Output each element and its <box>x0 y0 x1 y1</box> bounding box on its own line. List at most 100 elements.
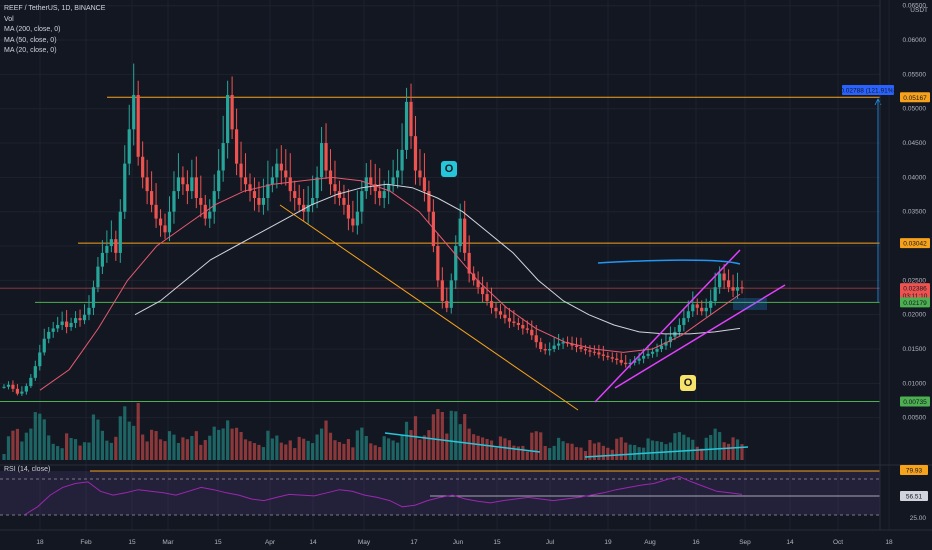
candle-body <box>713 287 717 301</box>
volume-bar <box>735 439 740 460</box>
date-tick-label: 17 <box>410 539 418 546</box>
candle-body <box>642 355 646 359</box>
candle-body <box>279 163 283 171</box>
candle-body <box>726 280 731 288</box>
volume-bar <box>257 444 261 460</box>
volume-bar <box>288 440 292 460</box>
volume-bar <box>431 414 435 460</box>
snapshot-icon[interactable]: O <box>680 375 696 391</box>
volume-bar <box>396 442 400 460</box>
volume-bar <box>369 443 373 460</box>
candle-body <box>69 322 73 328</box>
candle-body <box>606 355 610 358</box>
volume-bar <box>248 441 252 460</box>
candle-body <box>65 321 69 328</box>
volume-bar <box>199 444 203 460</box>
volume-bar <box>404 421 409 460</box>
candle-body <box>275 163 279 178</box>
volume-bar <box>243 439 248 460</box>
date-tick-label: 18 <box>36 539 44 546</box>
candle-body <box>498 311 503 315</box>
candle-body <box>472 273 476 281</box>
candle-body <box>87 307 91 315</box>
volume-bar <box>382 436 386 460</box>
candles <box>2 63 744 396</box>
volume-bar <box>69 437 73 460</box>
volume-bar <box>650 440 655 460</box>
volume-bar <box>109 442 113 460</box>
volume-bar <box>15 428 20 460</box>
volume-bar <box>78 445 82 460</box>
candle-body <box>73 318 78 323</box>
date-tick-label: May <box>358 539 371 546</box>
candle-body <box>261 197 266 205</box>
candle-body <box>257 197 261 205</box>
candle-body <box>427 191 431 212</box>
date-tick-label: 15 <box>493 539 501 546</box>
volume-bar <box>123 406 127 460</box>
ma50-line <box>39 176 741 391</box>
candle-body <box>624 362 628 365</box>
volume-bar <box>185 439 189 460</box>
volume-bar <box>619 437 623 460</box>
candle-body <box>543 349 547 351</box>
candle-body <box>123 163 127 212</box>
rsi-band-fill <box>0 471 880 515</box>
candle-body <box>422 177 427 192</box>
candle-body <box>319 143 324 178</box>
date-tick-label: 15 <box>214 539 222 546</box>
volume-bar <box>489 440 494 460</box>
volume-bar <box>485 439 489 460</box>
candle-body <box>15 388 20 394</box>
volume-bar <box>467 428 471 460</box>
volume-bar <box>342 443 346 460</box>
volume-bar <box>427 430 431 460</box>
candle-body <box>212 191 216 212</box>
volume-bar <box>494 447 498 460</box>
price-tick-label: 0.01500 <box>903 346 927 353</box>
volume-bar <box>33 412 37 460</box>
price-tick-label: 0.02500 <box>903 277 927 284</box>
candle-body <box>655 349 659 352</box>
volume-bar <box>557 437 561 460</box>
volume-bar <box>261 447 266 460</box>
candle-body <box>440 280 444 301</box>
volume-trendline <box>384 432 541 453</box>
volume-bar <box>60 448 64 460</box>
candle-body <box>382 191 386 198</box>
candle-body <box>306 204 310 212</box>
ma50-legend: MA (50, close, 0) <box>4 36 57 44</box>
candle-body <box>633 360 637 363</box>
volume-bar <box>346 439 350 460</box>
volume-bar <box>615 438 619 460</box>
candle-body <box>114 239 118 253</box>
candle-body <box>47 331 51 339</box>
volume-bar <box>176 443 181 460</box>
volume-bar <box>42 419 46 460</box>
rsi-legend: RSI (14, close) <box>4 466 51 473</box>
volume-bar <box>47 435 51 460</box>
candle-body <box>677 324 681 332</box>
volume-bar <box>507 440 512 460</box>
volume-bar <box>628 444 632 460</box>
candle-body <box>346 204 350 219</box>
volume-bar <box>56 446 60 460</box>
candle-body <box>315 177 319 198</box>
candle-body <box>588 350 592 352</box>
snapshot-icon[interactable]: O <box>441 161 457 177</box>
volume-bar <box>565 443 570 460</box>
volume-bar <box>516 446 520 460</box>
volume-bar <box>127 421 131 460</box>
candle-body <box>185 184 189 192</box>
price-label-bg <box>900 92 930 103</box>
price-label-bg <box>900 297 930 308</box>
price-label: 0.02179 <box>903 300 927 307</box>
candle-body <box>105 246 109 253</box>
price-label-bg <box>900 396 930 407</box>
volume-bar <box>579 447 583 460</box>
candle-body <box>127 129 131 164</box>
volume-bar <box>158 439 163 460</box>
candle-body <box>270 177 274 185</box>
candle-body <box>226 94 230 144</box>
volume-bar <box>172 434 176 460</box>
